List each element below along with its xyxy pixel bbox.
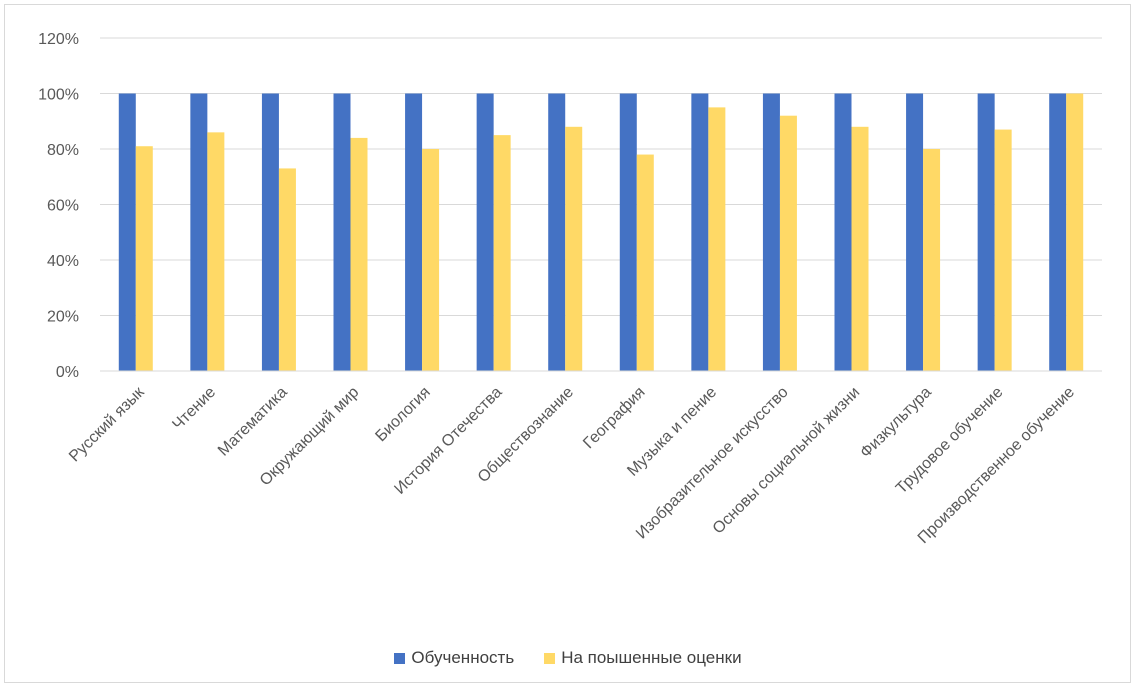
bar-povyshennye bbox=[278, 168, 296, 371]
bar-povyshennye bbox=[923, 149, 941, 371]
bar-chart: 0% 20% 40% 60% 80% 100% 120% Русский язык Чтение… bbox=[38, 31, 1102, 547]
bar-povyshennye bbox=[779, 115, 797, 371]
x-tick-label: Основы социальной жизни bbox=[710, 384, 864, 538]
legend-swatch-povyshennye bbox=[544, 652, 556, 664]
bar-obuchennost bbox=[762, 93, 780, 371]
x-tick-label: Изобразительное искусство bbox=[633, 384, 792, 543]
y-tick-label: 80% bbox=[47, 142, 79, 159]
legend-label-povyshennye: На поышенные оценки bbox=[561, 648, 742, 667]
bar-obuchennost bbox=[1049, 93, 1067, 371]
bar-obuchennost bbox=[405, 93, 423, 371]
x-tick-label: Физкультура bbox=[857, 384, 935, 462]
bar-obuchennost bbox=[906, 93, 924, 371]
x-tick-label: География bbox=[580, 384, 648, 452]
bar-obuchennost bbox=[977, 93, 995, 371]
bar-povyshennye bbox=[135, 146, 153, 371]
x-tick-label: Математика bbox=[215, 384, 291, 460]
legend-item-povyshennye: На поышенные оценки bbox=[544, 648, 742, 668]
legend-item-obuchennost: Обученность bbox=[394, 648, 514, 668]
bar-obuchennost bbox=[548, 93, 566, 371]
bar-povyshennye bbox=[422, 149, 440, 371]
bar-obuchennost bbox=[333, 93, 351, 371]
bar-povyshennye bbox=[636, 154, 654, 371]
bar-povyshennye bbox=[350, 137, 368, 371]
y-tick-label: 20% bbox=[47, 309, 79, 326]
y-tick-label: 60% bbox=[47, 198, 79, 215]
x-tick-label: Производственное обучение bbox=[915, 384, 1078, 547]
y-tick-label: 100% bbox=[38, 87, 79, 104]
bar-obuchennost bbox=[261, 93, 279, 371]
bar-povyshennye bbox=[708, 107, 726, 371]
bar-obuchennost bbox=[190, 93, 208, 371]
y-tick-label: 40% bbox=[47, 253, 79, 270]
legend-swatch-obuchennost bbox=[394, 652, 406, 664]
x-tick-label: Русский язык bbox=[66, 383, 148, 465]
bar-obuchennost bbox=[619, 93, 637, 371]
bar-obuchennost bbox=[118, 93, 136, 371]
bar-obuchennost bbox=[691, 93, 709, 371]
bar-povyshennye bbox=[994, 129, 1012, 371]
bar-povyshennye bbox=[851, 126, 869, 371]
bar-povyshennye bbox=[207, 132, 225, 371]
bar-povyshennye bbox=[493, 135, 511, 371]
y-tick-label: 0% bbox=[56, 364, 79, 381]
bar-povyshennye bbox=[1066, 93, 1084, 371]
x-tick-label: Чтение bbox=[169, 384, 219, 434]
x-tick-label: Биология bbox=[372, 384, 433, 445]
chart-legend: Обученность На поышенные оценки bbox=[0, 648, 1136, 668]
bar-obuchennost bbox=[476, 93, 494, 371]
y-tick-label: 120% bbox=[38, 31, 79, 48]
legend-label-obuchennost: Обученность bbox=[411, 648, 515, 667]
bar-povyshennye bbox=[565, 126, 583, 371]
bar-obuchennost bbox=[834, 93, 852, 371]
